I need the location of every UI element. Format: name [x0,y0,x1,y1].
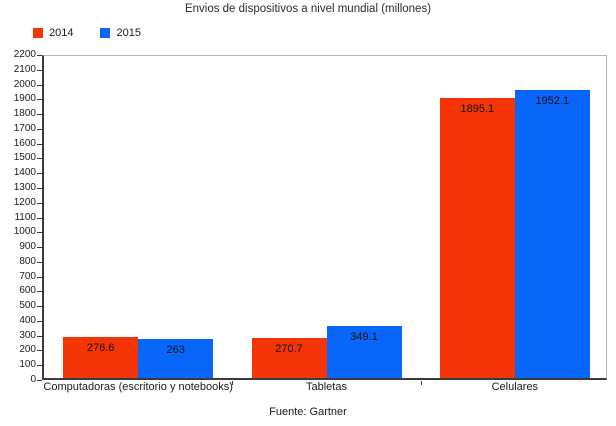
y-tick-label: 1900 [13,93,36,105]
y-tick-label: 0 [30,374,36,385]
y-tick-mark [37,84,42,86]
y-tick-mark [37,187,42,189]
y-tick-label: 200 [19,344,36,356]
y-tick-mark [37,99,42,101]
y-tick-mark [37,335,42,337]
legend-swatch-2014 [33,28,43,38]
bar-2015-2: 349.1 [326,326,402,378]
y-tick-mark [37,128,42,130]
y-tick-mark [37,306,42,308]
legend: 2014 2015 [33,27,141,39]
bar-2015-3: 1952.1 [514,89,590,378]
chart-title: Envios de dispositivos a nivel mundial (… [184,3,432,15]
y-tick-label: 1800 [13,108,36,120]
y-axis-labels: 0 100 200 300 400 500 600 700 800 900 1000 1100 1200… [0,49,36,385]
legend-swatch-2015 [100,28,111,38]
bar-value-label: 1895.1 [460,103,495,116]
y-tick-mark [37,143,42,145]
legend-label-2014: 2014 [49,27,74,39]
bar-value-label: 270.7 [275,343,303,356]
y-tick-mark [37,69,42,71]
y-tick-label: 1100 [14,211,36,223]
x-axis-label: Tabletas [306,381,347,393]
bar-value-label: 349.1 [350,331,378,344]
bar-2014-2: 270.7 [251,338,327,378]
y-tick-label: 1400 [13,167,36,179]
y-tick-mark [37,55,42,56]
y-tick-label: 400 [19,314,36,326]
y-tick-mark [37,320,42,322]
y-tick-mark [37,217,42,219]
bar-value-label: 1952.1 [535,94,570,107]
y-tick-label: 1300 [13,181,36,193]
y-tick-label: 1200 [13,196,36,208]
y-tick-label: 1700 [13,122,36,134]
y-tick-mark [37,380,42,381]
y-tick-mark [37,350,42,352]
bar-2015-1: 263 [138,339,214,378]
y-tick-label: 300 [19,329,36,341]
legend-item-2015: 2015 [100,27,141,39]
legend-item-2014: 2014 [33,27,73,39]
y-tick-label: 2000 [13,78,36,90]
y-tick-mark [37,114,42,116]
y-tick-mark [37,158,42,160]
y-tick-label: 1600 [13,137,36,149]
y-tick-mark [37,247,42,249]
y-tick-mark [37,276,42,278]
y-tick-label: 2100 [13,63,36,75]
y-tick-mark [37,232,42,234]
y-tick-label: 900 [19,241,36,253]
chart-source-note: Fuente: Gartner [269,406,347,418]
y-tick-label: 1500 [13,152,36,164]
y-tick-label: 1000 [13,226,36,238]
y-tick-label: 700 [19,270,36,282]
x-tick-mark [232,381,234,385]
y-tick-label: 600 [19,285,36,297]
legend-label-2015: 2015 [116,27,141,39]
x-axis-label: Computadoras (escritorio y notebooks) [43,381,233,393]
y-tick-mark [37,202,42,204]
y-tick-mark [37,291,42,293]
y-tick-mark [37,365,42,367]
y-tick-mark [37,261,42,263]
y-tick-label: 2200 [13,49,36,60]
y-tick-label: 100 [19,359,36,371]
bar-2014-3: 1895.1 [439,98,515,378]
bar-value-label: 263 [166,344,185,357]
bar-value-label: 276.6 [86,342,115,355]
y-tick-mark [37,173,42,175]
bar-2014-1: 276.6 [63,337,139,378]
plot-area: Computadoras (escritorio y notebooks) 276… [37,55,607,393]
y-tick-label: 800 [19,255,36,267]
x-tick-mark [420,381,422,385]
y-tick-label: 500 [19,300,36,312]
x-axis-label: Celulares [491,381,539,393]
